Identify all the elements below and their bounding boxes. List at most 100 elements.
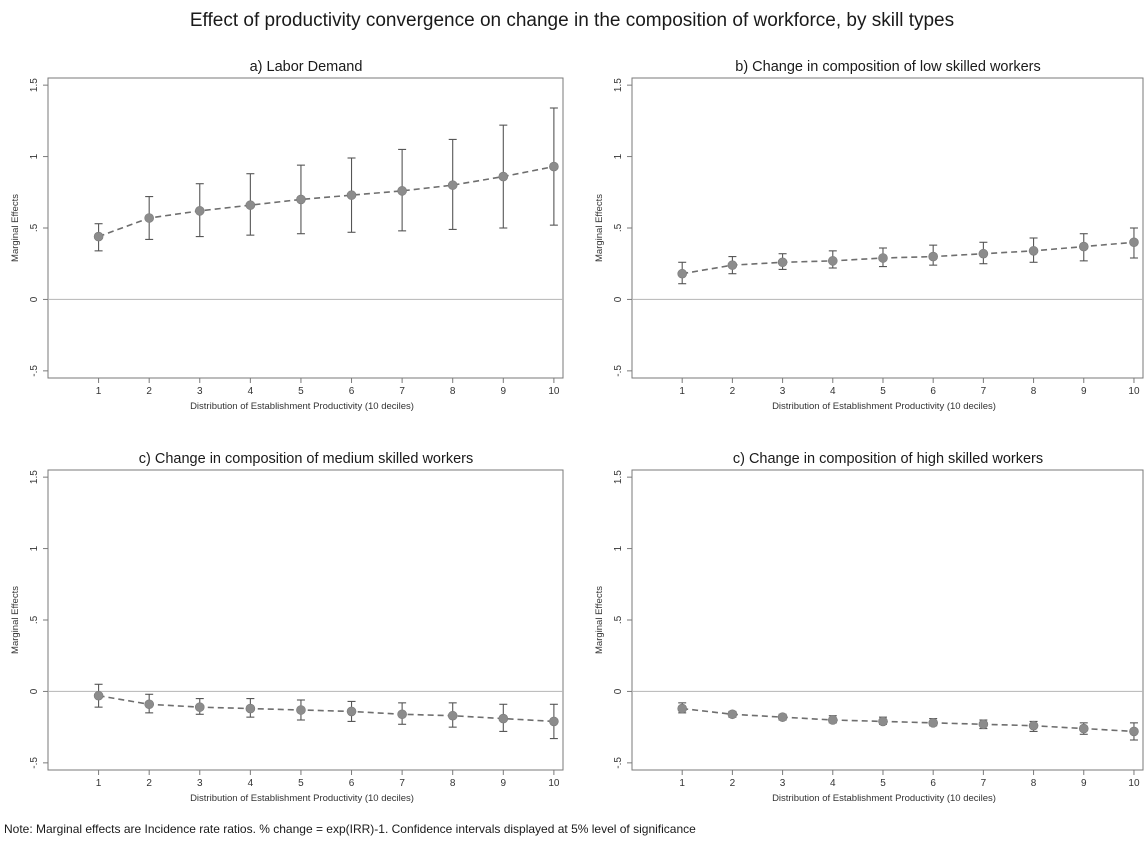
x-tick-label: 6 [349,778,355,789]
x-tick-label: 1 [679,386,685,397]
x-tick-label: 9 [501,386,507,397]
plot-frame [47,77,564,379]
chart-panel-3: c) Change in composition of medium skill… [10,451,564,804]
y-tick-label: 1 [613,153,624,159]
x-tick-label: 7 [399,386,405,397]
y-tick-label: .5 [613,223,624,232]
data-point [144,699,154,710]
panel-title: b) Change in composition of low skilled … [735,59,1040,75]
data-point [93,690,104,701]
data-point [1028,720,1039,731]
x-axis-label: Distribution of Establishment Productivi… [190,401,414,412]
data-point [549,716,559,727]
x-tick-label: 1 [96,386,102,397]
x-tick-label: 2 [730,778,736,789]
x-tick-label: 5 [880,386,886,397]
data-point [397,186,407,196]
data-point [1078,241,1089,252]
data-point [245,200,256,210]
data-point [727,709,738,720]
data-point [194,702,205,712]
x-tick-label: 6 [930,386,936,397]
y-tick-label: .5 [29,615,40,624]
y-axis-label: Marginal Effects [594,586,605,654]
x-tick-label: 2 [730,386,736,397]
data-point [549,161,559,172]
data-point [397,709,407,720]
data-point [447,710,458,721]
x-tick-label: 5 [298,386,304,397]
data-point [677,703,687,714]
data-point [346,190,357,200]
y-axis-label: Marginal Effects [594,194,605,262]
data-point [144,213,154,223]
chart-panel-1: a) Labor Demand -.5 0 .5 1 1.5 Marginal Effect… [10,59,564,412]
x-tick-label: 5 [298,778,304,789]
x-tick-label: 7 [399,778,405,789]
x-tick-label: 4 [248,778,254,789]
data-point [245,703,256,714]
y-tick-label: 1 [29,545,40,551]
panel-title: c) Change in composition of medium skill… [139,451,473,467]
x-tick-label: 10 [548,386,560,397]
data-point [777,257,788,268]
x-tick-label: 3 [780,778,786,789]
x-tick-label: 10 [1128,778,1140,789]
x-tick-label: 3 [197,778,203,789]
data-point [1028,246,1039,256]
data-point [677,268,687,279]
x-axis-label: Distribution of Establishment Productivi… [772,401,996,412]
data-point [878,716,888,727]
x-axis-label: Distribution of Establishment Productivi… [190,793,414,804]
data-point [777,712,788,722]
data-point [447,180,458,190]
x-tick-label: 4 [830,778,836,789]
x-tick-label: 1 [96,778,102,789]
data-point [346,706,357,717]
x-tick-label: 4 [830,386,836,397]
data-point [928,251,938,262]
x-tick-label: 6 [930,778,936,789]
panel-title: c) Change in composition of high skilled… [733,451,1043,467]
data-point [878,253,888,263]
data-point [1129,237,1139,248]
y-tick-label: .5 [29,223,40,232]
y-tick-label: 0 [613,688,624,694]
x-tick-label: 2 [146,386,152,397]
x-tick-label: 6 [349,386,355,397]
x-tick-label: 7 [981,386,987,397]
x-tick-label: 7 [981,778,987,789]
y-tick-label: 0 [613,296,624,302]
data-point [296,194,306,205]
y-tick-label: 1 [29,153,40,159]
data-point [978,248,989,259]
plot-frame [631,469,1144,771]
plot-frame [47,469,564,771]
x-tick-label: 4 [248,386,254,397]
y-tick-label: 0 [29,688,40,694]
y-tick-label: 0 [29,296,40,302]
series-line [682,241,1135,275]
data-point [978,719,989,730]
data-point [296,705,306,715]
x-tick-label: 2 [146,778,152,789]
panel-title: a) Labor Demand [250,59,363,75]
x-tick-label: 8 [1031,778,1037,789]
series-line [682,707,1135,733]
x-axis-label: Distribution of Establishment Productivi… [772,793,996,804]
data-point [1078,723,1089,734]
figure-title: Effect of productivity convergence on ch… [189,10,955,31]
data-point [1129,726,1139,737]
chart-panel-4: c) Change in composition of high skilled… [594,451,1144,804]
x-tick-label: 3 [780,386,786,397]
x-tick-label: 1 [679,778,685,789]
x-tick-label: 5 [880,778,886,789]
y-tick-label: 1.5 [613,470,624,484]
data-point [827,715,838,725]
y-axis-label: Marginal Effects [10,194,21,262]
y-tick-label: -.5 [29,365,40,377]
y-tick-label: 1.5 [613,78,624,92]
y-tick-label: 1.5 [29,78,40,92]
x-tick-label: 8 [1031,386,1037,397]
